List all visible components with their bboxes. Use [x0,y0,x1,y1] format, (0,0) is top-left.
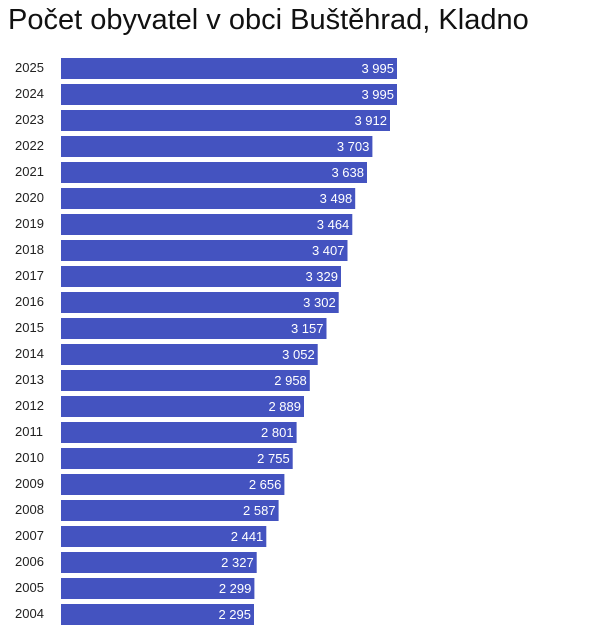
bar [61,318,327,339]
bar [61,500,279,521]
bar [61,58,397,79]
year-label: 2015 [15,320,44,335]
bar [61,344,318,365]
bar [61,240,348,261]
value-label: 2 801 [261,425,294,440]
value-label: 2 587 [243,503,276,518]
bar [61,396,304,417]
value-label: 2 299 [219,581,252,596]
bar [61,188,356,209]
year-label: 2023 [15,112,44,127]
value-label: 2 441 [231,529,264,544]
bar [61,552,257,573]
value-label: 2 889 [268,399,301,414]
year-label: 2007 [15,528,44,543]
bar [61,292,339,313]
bar [61,214,353,235]
bar [61,370,310,391]
bar [61,604,254,625]
year-label: 2021 [15,164,44,179]
year-label: 2006 [15,554,44,569]
year-label: 2017 [15,268,44,283]
bar [61,136,373,157]
value-label: 3 464 [317,217,350,232]
bars-group: 2025 3 995 2024 3 995 2023 3 912 2022 3 703 2021… [15,58,397,625]
year-label: 2024 [15,86,44,101]
year-label: 2020 [15,190,44,205]
value-label: 3 498 [320,191,353,206]
year-label: 2012 [15,398,44,413]
year-label: 2013 [15,372,44,387]
year-label: 2010 [15,450,44,465]
bar [61,422,297,443]
year-label: 2022 [15,138,44,153]
value-label: 2 755 [257,451,290,466]
bar [61,448,293,469]
year-label: 2009 [15,476,44,491]
bar [61,578,255,599]
value-label: 3 329 [305,269,338,284]
value-label: 2 656 [249,477,282,492]
value-label: 3 995 [361,87,394,102]
chart-title: Počet obyvatel v obci Buštěhrad, Kladno [8,4,529,36]
year-label: 2018 [15,242,44,257]
bar [61,526,267,547]
value-label: 3 407 [312,243,345,258]
year-label: 2011 [15,424,43,439]
value-label: 3 912 [354,113,387,128]
value-label: 3 995 [361,61,394,76]
year-label: 2025 [15,60,44,75]
bar [61,110,390,131]
year-label: 2005 [15,580,44,595]
value-label: 3 052 [282,347,315,362]
year-label: 2014 [15,346,44,361]
bar [61,474,285,495]
year-label: 2004 [15,606,44,621]
value-label: 2 958 [274,373,307,388]
bar [61,162,367,183]
year-label: 2019 [15,216,44,231]
bar [61,266,341,287]
year-label: 2016 [15,294,44,309]
value-label: 2 295 [218,607,251,622]
year-label: 2008 [15,502,44,517]
bar [61,84,397,105]
value-label: 3 638 [331,165,364,180]
value-label: 3 157 [291,321,324,336]
value-label: 3 703 [337,139,370,154]
value-label: 2 327 [221,555,254,570]
value-label: 3 302 [303,295,336,310]
